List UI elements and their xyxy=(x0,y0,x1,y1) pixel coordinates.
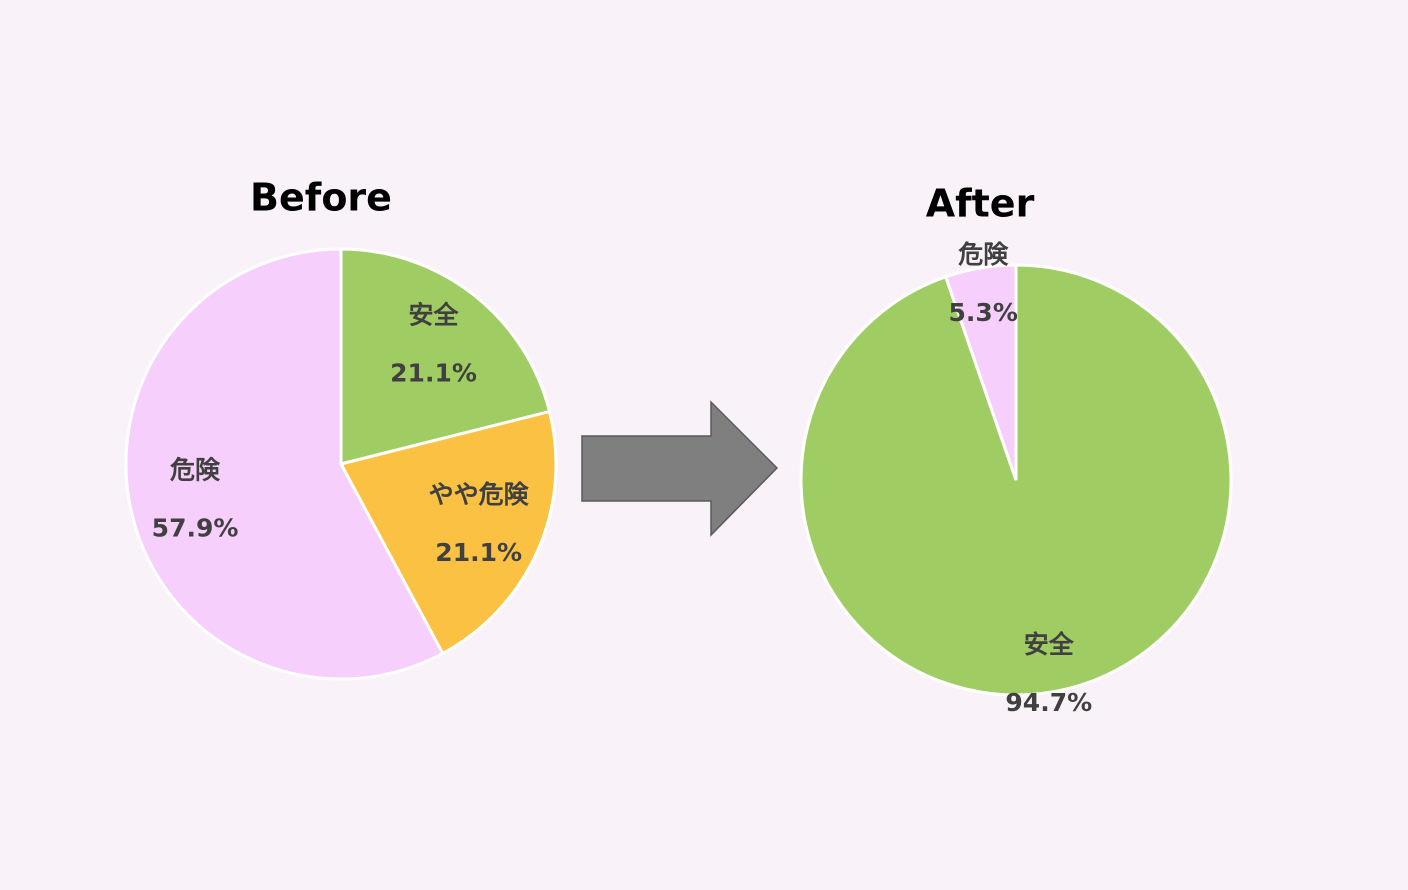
pie-slice xyxy=(943,263,1018,481)
slice-value-label: 21.1% xyxy=(435,538,522,567)
slice-value-label: 94.7% xyxy=(1005,688,1092,717)
slice-value-label: 21.1% xyxy=(390,358,477,387)
slice-category-label: 安全 xyxy=(1024,630,1075,659)
pie-slice xyxy=(339,247,552,466)
pie-slice xyxy=(338,409,558,656)
slice-value-label: 5.3% xyxy=(949,298,1018,327)
slice-category-label: 危険 xyxy=(958,240,1009,269)
pie-slice xyxy=(124,247,445,681)
slice-category-label: 危険 xyxy=(170,456,221,485)
chart-title: Before xyxy=(250,176,392,220)
chart-title: After xyxy=(926,182,1035,226)
slice-value-label: 57.9% xyxy=(152,514,239,543)
pie-slice xyxy=(799,263,1233,697)
arrow xyxy=(581,400,779,537)
slice-category-label: やや危険 xyxy=(429,480,530,509)
slice-category-label: 安全 xyxy=(409,300,460,329)
